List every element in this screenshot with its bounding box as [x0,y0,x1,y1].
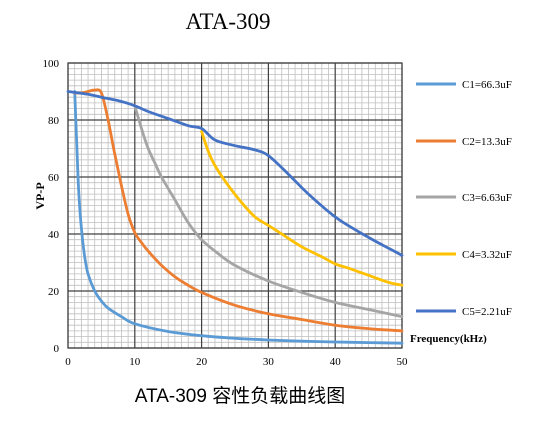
x-tick-label: 50 [397,356,409,368]
x-axis-label: Frequency(kHz) [410,333,487,345]
x-tick-label: 40 [330,356,342,368]
y-tick-label: 40 [48,229,60,241]
x-tick-labels: 0 10 20 30 40 50 [65,356,408,368]
y-axis-label: VP-P [33,182,47,209]
x-tick-label: 30 [263,356,275,368]
x-tick-label: 20 [196,356,208,368]
series-line-3 [133,104,404,318]
y-tick-label: 0 [54,343,60,355]
legend-label-2: C2=13.3uF [462,136,512,148]
legend: C1=66.3uF C2=13.3uF C3=6.63uF C4=3.32uF C5=2… [416,79,512,318]
y-tick-label: 60 [48,172,60,184]
y-tick-label: 80 [48,115,60,127]
legend-label-4: C4=3.32uF [462,249,512,261]
chart-caption: ATA-309 容性负载曲线图 [135,385,345,407]
x-tick-label: 0 [65,356,71,368]
series-line-5 [66,90,404,257]
series-line-2 [73,88,404,333]
series-lines [66,88,404,345]
plot-frame [67,62,403,349]
chart-title: ATA-309 [185,9,270,34]
y-tick-label: 100 [43,58,60,70]
y-tick-labels: 0 20 40 60 80 100 [43,58,60,355]
legend-label-3: C3=6.63uF [462,192,512,204]
legend-label-5: C5=2.21uF [462,306,512,318]
legend-label-1: C1=66.3uF [462,79,512,91]
x-tick-label: 10 [129,356,141,368]
plot-border [67,62,403,349]
series-line-1 [73,90,404,345]
series-line-4 [200,130,404,287]
y-tick-label: 20 [48,286,60,298]
